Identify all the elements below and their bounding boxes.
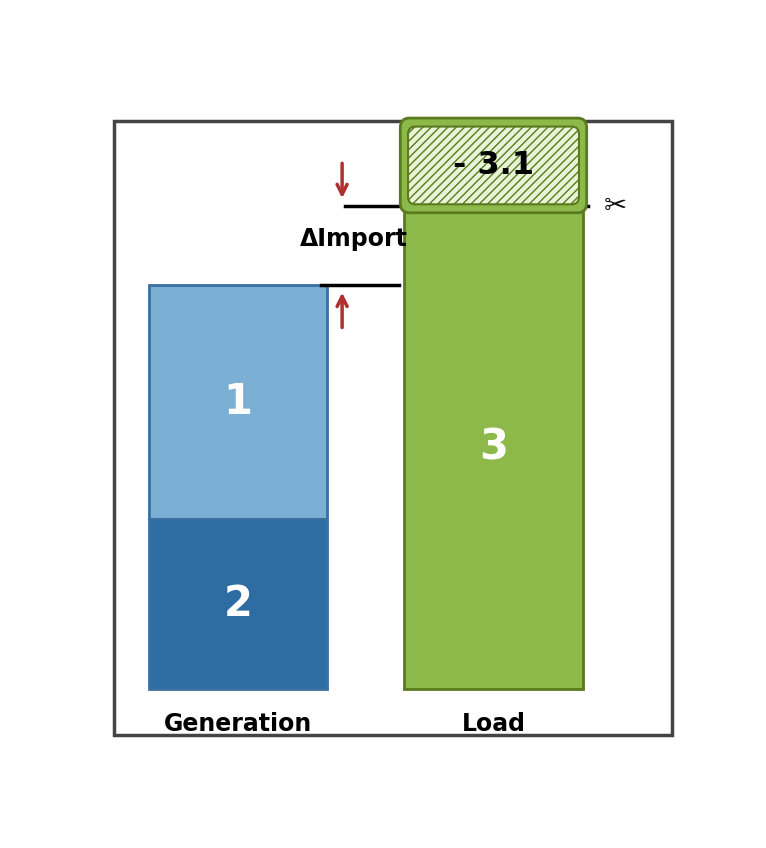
Text: Generation: Generation (164, 712, 313, 736)
Text: Load: Load (461, 712, 525, 736)
Text: 3: 3 (479, 427, 508, 469)
Bar (149, 285, 327, 689)
FancyBboxPatch shape (408, 126, 579, 204)
FancyBboxPatch shape (401, 118, 587, 213)
Bar (149, 285, 327, 519)
Bar (149, 519, 327, 689)
Bar (404, 206, 583, 689)
Text: 1: 1 (224, 381, 253, 423)
Text: ✂: ✂ (604, 192, 627, 220)
Text: ΔImport: ΔImport (300, 227, 408, 251)
Text: - 3.1: - 3.1 (453, 150, 534, 181)
Text: 2: 2 (224, 583, 253, 626)
